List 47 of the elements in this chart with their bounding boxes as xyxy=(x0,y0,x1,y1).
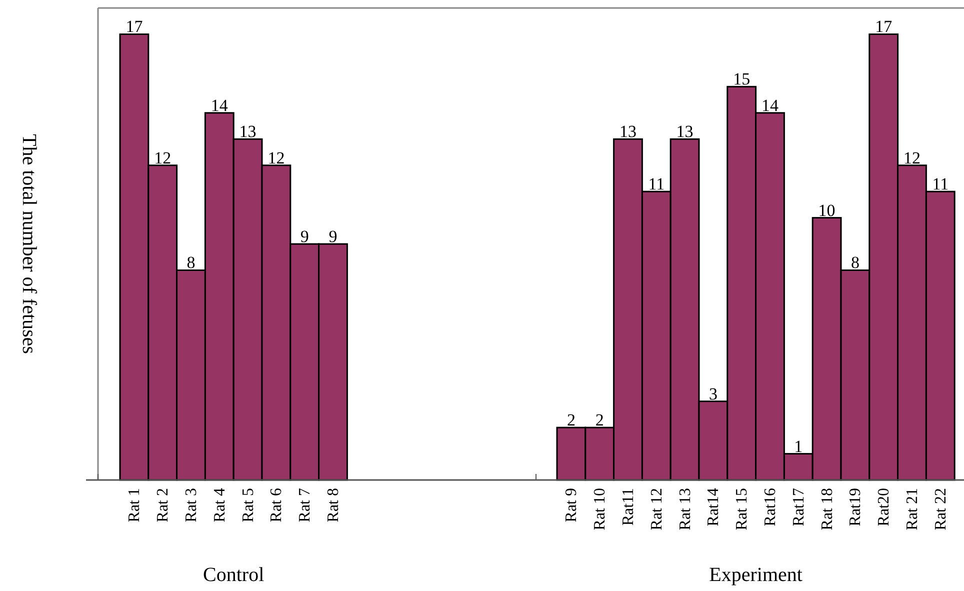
data-label: 17 xyxy=(126,17,144,36)
x-tick-label: Rat 4 xyxy=(211,488,228,522)
x-tick-label: Rat20 xyxy=(876,488,893,526)
x-tick-label: Rat11 xyxy=(620,488,637,526)
x-tick-label: Rat 6 xyxy=(268,488,286,522)
x-tick-label: Rat17 xyxy=(790,488,808,526)
data-label: 14 xyxy=(210,96,228,115)
x-tick-label: Rat 5 xyxy=(240,488,257,522)
data-label: 17 xyxy=(875,17,893,36)
data-label: 13 xyxy=(676,122,694,142)
x-tick-label: Rat 13 xyxy=(676,488,694,530)
data-label: 10 xyxy=(818,200,836,220)
x-tick-label: Rat 8 xyxy=(325,488,342,522)
x-tick-label: Rat 15 xyxy=(734,488,751,530)
x-tick-label: Rat 2 xyxy=(154,488,172,522)
data-label: 8 xyxy=(186,253,196,272)
x-tick-label: Rat 9 xyxy=(563,488,580,522)
x-tick-label: Rat 1 xyxy=(126,488,144,522)
x-tick-label: Rat 22 xyxy=(932,488,950,530)
data-label: 3 xyxy=(708,384,718,404)
data-label: 12 xyxy=(268,148,285,168)
data-label: 11 xyxy=(932,174,949,194)
x-tick-label: Rat 21 xyxy=(904,488,921,530)
data-label: 9 xyxy=(328,227,338,246)
data-label: 13 xyxy=(620,122,636,142)
x-tick-label: Rat 12 xyxy=(648,488,666,530)
data-label: 1 xyxy=(794,436,803,456)
data-label: 13 xyxy=(239,122,256,142)
data-label: 9 xyxy=(300,227,309,246)
data-label: 8 xyxy=(850,253,860,272)
x-tick-label: Rat 10 xyxy=(592,488,609,530)
data-label: 2 xyxy=(595,410,604,430)
x-axis-title: Experiment xyxy=(709,564,803,586)
data-label: 14 xyxy=(762,96,779,115)
y-axis-title: The total number of fetuses xyxy=(18,134,40,354)
x-tick-label: Rat 7 xyxy=(296,488,314,522)
x-axis-title: Control xyxy=(203,564,265,586)
data-label: 12 xyxy=(154,148,172,168)
x-tick-label: Rat14 xyxy=(705,488,722,526)
data-label: 12 xyxy=(904,148,920,168)
x-tick-label: Rat19 xyxy=(847,488,864,526)
x-tick-label: Rat 18 xyxy=(818,488,836,530)
x-tick-label: Rat16 xyxy=(762,488,779,526)
data-label: 11 xyxy=(648,174,665,194)
x-tick-label: Rat 3 xyxy=(183,488,200,522)
data-label: 15 xyxy=(733,70,750,89)
data-label: 2 xyxy=(566,410,576,430)
